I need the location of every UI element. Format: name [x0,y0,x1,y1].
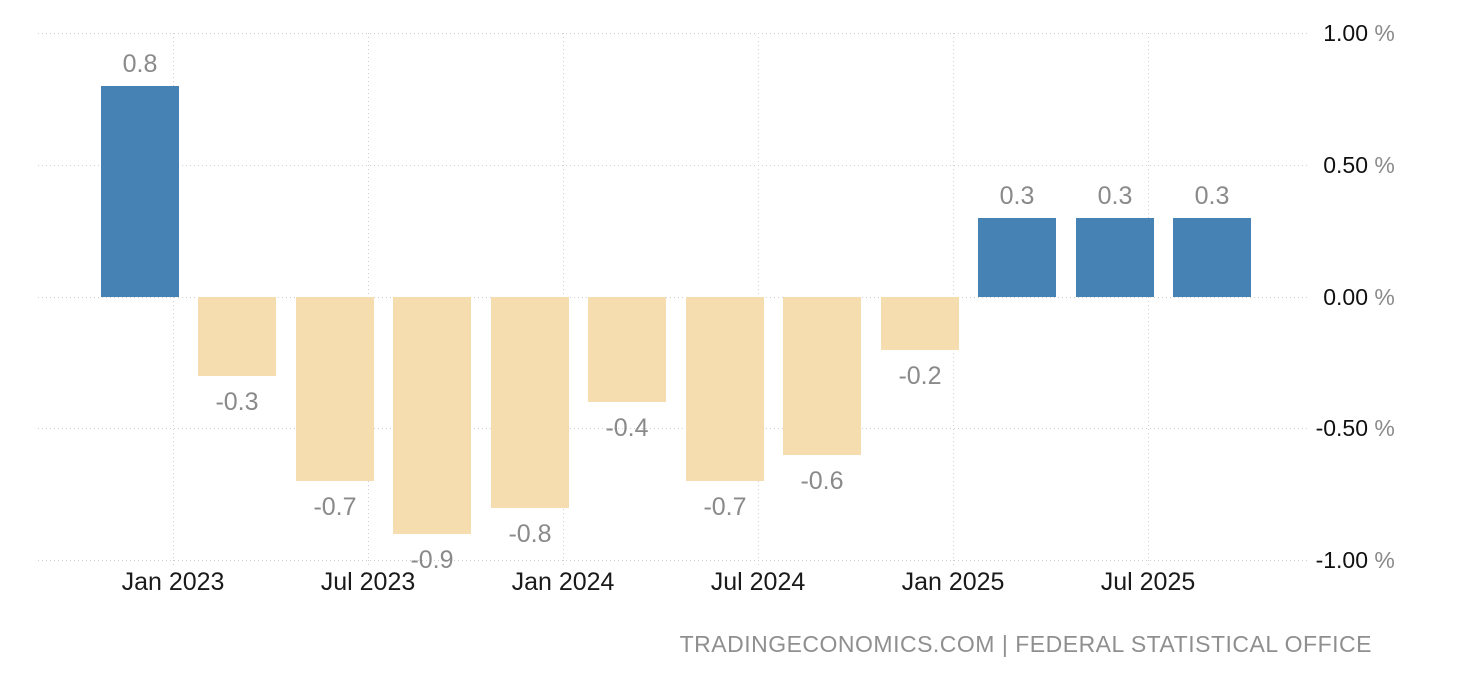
x-axis-tick [758,560,759,567]
bar-value-label: 0.3 [1097,182,1133,210]
y-axis-tick-value: -1.00 [1315,547,1368,573]
h-gridline [38,165,1308,166]
bar-value-label: -0.6 [800,467,844,495]
bar-value-label: 0.3 [1194,182,1230,210]
v-gridline [953,33,954,560]
chart-bar[interactable] [978,218,1056,297]
bar-value-label: -0.7 [703,493,747,521]
bar-value-label: 0.3 [999,182,1035,210]
chart-bar[interactable] [393,297,471,534]
x-axis-tick [563,560,564,567]
chart-bar[interactable] [1076,218,1154,297]
x-axis-tick [368,560,369,567]
percent-sign: % [1368,284,1395,310]
h-gridline [38,560,1308,561]
h-gridline [38,428,1308,429]
chart-bar[interactable] [198,297,276,376]
y-axis-tick-value: 1.00 [1323,20,1368,46]
chart-bar[interactable] [296,297,374,481]
bar-value-label: -0.9 [410,546,454,574]
percent-sign: % [1368,152,1395,178]
x-axis-tick-label: Jul 2023 [320,568,416,596]
bar-value-label: -0.2 [898,362,942,390]
y-axis-tick-value: 0.00 [1323,284,1368,310]
bar-value-label: -0.8 [508,520,552,548]
chart-bar[interactable] [783,297,861,455]
percent-sign: % [1368,415,1395,441]
chart-bar[interactable] [491,297,569,508]
y-axis-tick-label: 0.50 % [1314,151,1395,179]
y-axis-tick-label: 1.00 % [1314,19,1395,47]
x-axis-tick-label: Jul 2024 [710,568,806,596]
x-axis-tick-label: Jan 2024 [511,568,615,596]
x-axis-tick-label: Jan 2023 [121,568,225,596]
chart-bar[interactable] [686,297,764,481]
chart-bar[interactable] [101,86,179,297]
v-gridline [368,33,369,560]
x-axis-tick [953,560,954,567]
y-axis-tick-label: -1.00 % [1314,546,1395,574]
percent-sign: % [1368,20,1395,46]
v-gridline [758,33,759,560]
y-axis-tick-label: -0.50 % [1314,414,1395,442]
attribution-text: TRADINGECONOMICS.COM | FEDERAL STATISTIC… [679,631,1372,657]
x-axis-tick-label: Jul 2025 [1100,568,1196,596]
chart-bar[interactable] [588,297,666,402]
y-axis-tick-value: 0.50 [1323,152,1368,178]
x-axis-tick [173,560,174,567]
y-axis-tick-label: 0.00 % [1314,283,1395,311]
chart-bar[interactable] [881,297,959,350]
x-axis-tick-label: Jan 2025 [901,568,1005,596]
h-gridline [38,297,1308,298]
bar-value-label: 0.8 [122,50,158,78]
h-gridline [38,33,1308,34]
bar-value-label: -0.7 [313,493,357,521]
bar-value-label: -0.4 [605,414,649,442]
v-gridline [563,33,564,560]
bar-value-label: -0.3 [215,388,259,416]
percent-sign: % [1368,547,1395,573]
y-axis-tick-value: -0.50 [1315,415,1368,441]
x-axis-tick [1148,560,1149,567]
chart-bar[interactable] [1173,218,1251,297]
